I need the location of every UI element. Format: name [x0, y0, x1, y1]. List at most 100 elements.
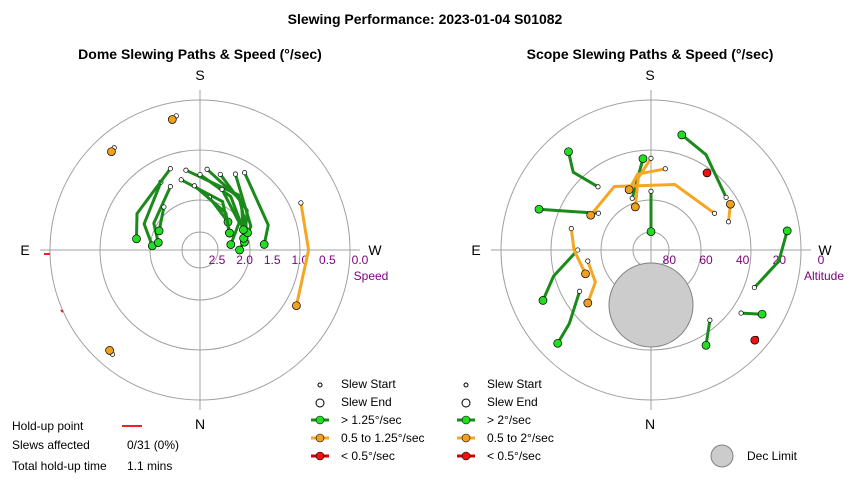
- dome-path: [142, 180, 163, 248]
- dome-slew-end: [132, 234, 141, 244]
- dome-path: [192, 184, 231, 235]
- dome-slew-start: [178, 177, 184, 183]
- scope-tick-label: 40: [736, 253, 750, 267]
- dome-path: [152, 185, 172, 245]
- scope-slew-start: [751, 285, 757, 291]
- dome-path: [294, 201, 311, 308]
- scope-dir-left: E: [471, 242, 480, 258]
- scope-path: [633, 156, 653, 209]
- scope-slew-end: [757, 309, 767, 319]
- scope-title: Scope Slewing Paths & Speed (°/sec): [527, 46, 774, 62]
- dome-axis-name: Speed: [354, 269, 389, 283]
- scope-path: [556, 289, 582, 345]
- dome-title: Dome Slewing Paths & Speed (°/sec): [78, 46, 322, 62]
- legend-slow-marker: [315, 451, 325, 461]
- scope-slew-end: [726, 199, 735, 209]
- scope-slew-start: [723, 194, 729, 200]
- dome-paths: [105, 113, 311, 357]
- dome-slew-start: [167, 166, 173, 172]
- slews-affected-label: Slews affected: [12, 438, 90, 452]
- scope-slew-end: [630, 202, 640, 212]
- scope-slew-end: [624, 185, 634, 195]
- dome-slew-end: [225, 228, 234, 238]
- dome-slew-start: [167, 184, 173, 190]
- legend-mid-label: 0.5 to 1.25°/sec: [341, 431, 425, 445]
- scope-slew-end: [586, 210, 596, 220]
- dome-slew-end: [154, 226, 164, 236]
- scope-slew-start: [585, 258, 591, 264]
- scope-slew-start: [568, 226, 574, 232]
- dome-tick-label: 1.5: [264, 253, 281, 267]
- legend-slow-label: < 0.5°/sec: [341, 449, 395, 463]
- dome-slew-start: [161, 204, 167, 210]
- dome-slew-end: [292, 301, 301, 311]
- dome-slew-end: [167, 115, 177, 124]
- dec-limit-zone: [608, 262, 694, 348]
- dome-slew-end: [235, 245, 244, 255]
- dome-tick-label: 2.0: [236, 253, 253, 267]
- legend-slow-label: < 0.5°/sec: [487, 449, 541, 463]
- dome-slew-start: [197, 171, 203, 178]
- dome-slew-end: [259, 240, 269, 249]
- dome-tick-label: 2.5: [209, 253, 226, 267]
- dome-slew-end: [239, 225, 248, 235]
- legend-fast-marker: [315, 415, 325, 425]
- legend-limit-label: Dec Limit: [747, 449, 798, 463]
- legend-scope: Slew Start Slew End > 2°/sec 0.5 to 2°/s…: [457, 377, 798, 468]
- legend-end-marker: [461, 398, 471, 408]
- scope-path: [680, 133, 728, 199]
- scope-slew-start: [738, 310, 744, 316]
- legend-dome: Slew Start Slew End > 1.25°/sec 0.5 to 1…: [311, 377, 425, 463]
- scope-slew-end: [782, 226, 792, 236]
- scope-slew-end: [581, 269, 590, 279]
- dome-dir-bottom: N: [195, 416, 205, 432]
- dome-slew-end: [105, 346, 114, 355]
- dome-tick-label: 0.0: [352, 253, 369, 267]
- scope-grid: [491, 90, 811, 410]
- scope-dir-bottom: N: [645, 416, 655, 432]
- legend-mid-marker: [315, 433, 325, 443]
- scope-slew-end: [677, 130, 687, 140]
- scope-slew-end: [538, 296, 548, 305]
- scope-tick-label: 60: [699, 253, 713, 267]
- scope-slew-end: [750, 335, 760, 345]
- scope-slew-end: [638, 154, 648, 164]
- scope-slew-start: [577, 288, 583, 294]
- scope-tick-label: 0: [818, 253, 825, 267]
- scope-slew-start: [648, 188, 654, 194]
- dome-slew-start: [232, 171, 238, 177]
- holdup-time-value: 1.1 mins: [127, 459, 172, 473]
- legend-fast-label: > 2°/sec: [487, 413, 531, 427]
- scope-panel: Scope Slewing Paths & Speed (°/sec) S N …: [471, 46, 844, 432]
- legend-start-label: Slew Start: [341, 377, 396, 391]
- scope-slew-end: [702, 168, 712, 178]
- dome-slew-start: [217, 171, 223, 177]
- dome-slew-end: [107, 147, 116, 157]
- scope-slew-start: [595, 184, 601, 190]
- scope-path: [567, 150, 600, 189]
- dome-slew-start: [204, 166, 210, 172]
- holdup-time-label: Total hold-up time: [12, 459, 107, 473]
- dome-slew-end: [226, 240, 236, 249]
- scope-path: [589, 183, 716, 217]
- dome-ticks: 2.5 2.0 1.5 1.0 0.5 0.0: [209, 253, 369, 267]
- legend-end-label: Slew End: [487, 395, 538, 409]
- legend-mid-marker: [461, 433, 471, 443]
- scope-path: [569, 227, 587, 276]
- dome-path: [243, 171, 270, 246]
- dome-slew-start: [219, 186, 225, 192]
- dome-dir-left: E: [20, 242, 29, 258]
- scope-slew-start: [662, 166, 668, 172]
- legend-limit-marker: [710, 444, 734, 468]
- legend-start-label: Slew Start: [487, 377, 542, 391]
- dome-holdup-mark: [60, 309, 64, 313]
- legend-fast-marker: [461, 415, 471, 425]
- scope-slew-start: [595, 210, 601, 216]
- legend-end-label: Slew End: [341, 395, 392, 409]
- dome-path: [220, 187, 241, 247]
- scope-tick-label: 80: [663, 253, 677, 267]
- scope-slew-end: [701, 340, 711, 350]
- dome-slew-start: [183, 167, 189, 173]
- dome-slew-end: [153, 238, 163, 247]
